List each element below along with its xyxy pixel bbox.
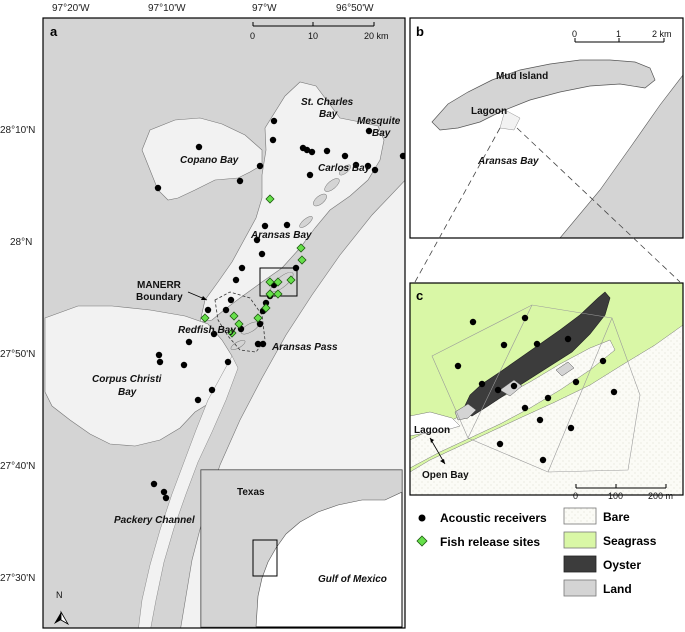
scale-label: 0 <box>573 491 578 501</box>
panel-a: a 0 10 20 km Copano Bay St. Charles Bay … <box>42 17 406 629</box>
place-mesquite-bay: Bay <box>372 128 391 139</box>
land-patch <box>555 361 575 377</box>
panel-b-scale-bar: 0 1 2 km <box>572 29 672 43</box>
legend: Acoustic receivers Fish release sites Ba… <box>416 507 657 597</box>
lon-label: 97°20'W <box>52 3 90 14</box>
study-grid <box>431 304 641 473</box>
legend-release-marker <box>416 535 428 547</box>
latitude-axis: 28°10'N 28°N 27°50'N 27°40'N 27°30'N <box>0 125 35 584</box>
legend-receiver-marker <box>418 514 426 522</box>
place-st-charles-bay: Bay <box>319 109 338 120</box>
lat-label: 27°40'N <box>0 461 35 472</box>
legend-land-swatch <box>563 579 597 597</box>
lon-label: 97°10'W <box>148 3 186 14</box>
panel-a-label: a <box>50 24 58 39</box>
place-lagoon: Lagoon <box>414 425 450 436</box>
place-aransas-bay: Aransas Bay <box>250 230 312 241</box>
mud-island <box>431 59 656 131</box>
scale-label: 20 km <box>364 31 389 41</box>
north-label: N <box>56 590 63 600</box>
panel-c-label: c <box>416 288 423 303</box>
lat-label: 27°50'N <box>0 349 35 360</box>
inset-gulf: Gulf of Mexico <box>318 574 387 585</box>
panel-c-frame <box>409 282 684 496</box>
scale-label: 0 <box>250 31 255 41</box>
land-patch <box>454 403 477 421</box>
lagoon-water <box>499 109 521 131</box>
panel-a-scale-bar: 0 10 20 km <box>250 22 389 41</box>
place-mud-island: Mud Island <box>496 71 548 82</box>
place-aransas-pass: Aransas Pass <box>271 342 338 353</box>
lagoon-water <box>410 411 461 437</box>
place-aransas-bay: Aransas Bay <box>477 156 539 167</box>
scale-label: 1 <box>616 29 621 39</box>
place-redfish-bay: Redfish Bay <box>178 325 236 336</box>
legend-seagrass-swatch <box>563 531 597 549</box>
panel-b-label: b <box>416 24 424 39</box>
place-lagoon: Lagoon <box>471 106 507 117</box>
panel-b-land <box>559 74 683 238</box>
place-packery-channel: Packery Channel <box>114 515 195 526</box>
legend-oyster: Oyster <box>603 558 641 572</box>
place-manerr: MANERR <box>137 280 182 291</box>
intracoastal-water <box>138 355 239 628</box>
panel-b: b 0 1 2 km Mud Island Lagoon Aransas Bay <box>409 17 684 239</box>
bay-water <box>199 81 385 323</box>
panel-c-scale-bar: 0 100 200 m <box>573 484 673 501</box>
legend-land: Land <box>603 582 632 596</box>
place-mesquite: Mesquite <box>357 116 401 127</box>
panel-a-frame <box>42 17 406 629</box>
legend-bare-swatch <box>563 507 597 525</box>
lagoon-arrow <box>429 437 446 465</box>
longitude-axis: 97°20'W 97°10'W 97°W 96°50'W <box>52 3 374 14</box>
scale-label: 200 m <box>648 491 673 501</box>
lat-label: 27°30'N <box>0 573 35 584</box>
place-carlos-bay: Carlos Bay <box>318 163 371 174</box>
release-markers <box>200 194 307 338</box>
scale-label: 100 <box>608 491 623 501</box>
manerr-boundary <box>214 291 266 353</box>
legend-bare: Bare <box>603 510 630 524</box>
panel-b-frame <box>409 17 684 239</box>
place-boundary: Boundary <box>136 292 183 303</box>
place-open-bay: Open Bay <box>422 470 469 481</box>
legend-seagrass: Seagrass <box>603 534 657 548</box>
lat-label: 28°10'N <box>0 125 35 136</box>
scale-label: 2 km <box>652 29 672 39</box>
receiver-markers <box>454 314 618 464</box>
place-copano-bay: Copano Bay <box>180 155 239 166</box>
place-corpus-christi: Corpus Christi <box>92 374 162 385</box>
place-st-charles: St. Charles <box>301 97 354 108</box>
regional-inset: Texas Gulf of Mexico <box>200 469 403 628</box>
north-arrow: N <box>54 590 70 626</box>
bay-water <box>141 117 263 201</box>
texas-land <box>200 469 403 628</box>
inset-texas: Texas <box>237 487 265 498</box>
place-corpus-christi-bay: Bay <box>118 387 137 398</box>
panel-c: c Lagoon Open Bay 0 100 200 m <box>409 282 684 501</box>
manerr-arrow-head <box>201 296 207 300</box>
legend-release: Fish release sites <box>440 535 540 549</box>
zoom-line <box>516 127 681 283</box>
lon-label: 97°W <box>252 3 277 14</box>
legend-receivers: Acoustic receivers <box>440 511 547 525</box>
scale-label: 10 <box>308 31 318 41</box>
lat-label: 28°N <box>10 237 32 248</box>
land-patch <box>499 379 523 397</box>
lon-label: 96°50'W <box>336 3 374 14</box>
scale-label: 0 <box>572 29 577 39</box>
legend-oyster-swatch <box>563 555 597 573</box>
